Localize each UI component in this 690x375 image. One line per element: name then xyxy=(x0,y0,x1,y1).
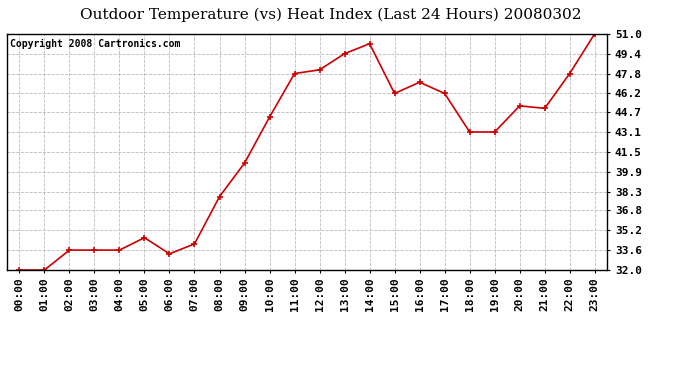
Text: Outdoor Temperature (vs) Heat Index (Last 24 Hours) 20080302: Outdoor Temperature (vs) Heat Index (Las… xyxy=(81,8,582,22)
Text: Copyright 2008 Cartronics.com: Copyright 2008 Cartronics.com xyxy=(10,39,180,48)
